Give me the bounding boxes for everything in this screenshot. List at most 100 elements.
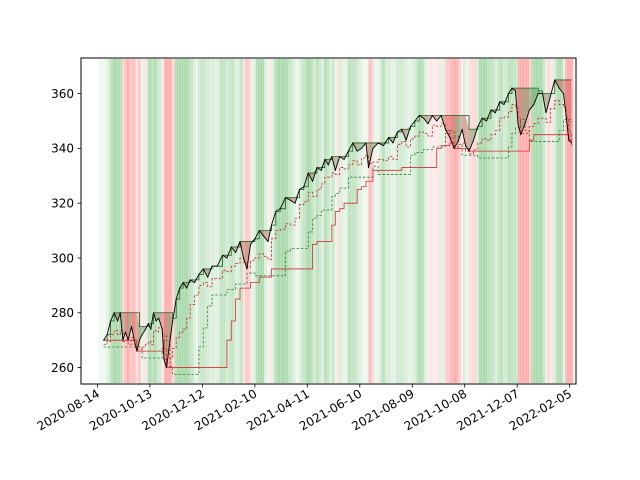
price-fill-segment: [139, 326, 143, 341]
signal-band-78: [302, 59, 306, 383]
signal-band-133: [447, 59, 451, 383]
signal-band-159: [515, 59, 519, 383]
signal-band-180: [570, 59, 574, 383]
signal-band-154: [502, 59, 506, 383]
price-point-52: [290, 199, 292, 201]
y-tick-label-1: 280: [51, 306, 74, 320]
signal-band-48: [224, 59, 228, 383]
signal-band-22: [156, 59, 160, 383]
price-point-95: [472, 139, 474, 141]
signal-band-140: [465, 59, 469, 383]
price-fill-segment: [462, 115, 466, 146]
price-point-10: [133, 339, 135, 341]
price-fill-segment: [243, 241, 248, 269]
signal-band-59: [253, 59, 257, 383]
signal-band-68: [276, 59, 280, 383]
signal-band-90: [334, 59, 338, 383]
y-tick-label-4: 340: [51, 142, 74, 156]
price-point-20: [161, 328, 163, 330]
price-point-104: [511, 87, 513, 89]
price-fill-segment: [163, 312, 167, 368]
signal-band-28: [171, 59, 175, 383]
price-fill-segment: [445, 115, 450, 138]
price-fill-segment: [538, 90, 543, 94]
price-point-27: [182, 282, 184, 284]
signal-band-77: [300, 59, 304, 383]
signal-band-130: [439, 59, 443, 383]
signal-band-168: [539, 59, 543, 383]
price-point-93: [465, 145, 467, 147]
signal-band-129: [436, 59, 440, 383]
signal-band-106: [376, 59, 380, 383]
signal-band-123: [421, 59, 425, 383]
signal-band-80: [308, 59, 312, 383]
signal-band-5: [111, 59, 115, 383]
signal-band-157: [510, 59, 514, 383]
price-point-80: [410, 125, 412, 127]
price-point-21: [163, 358, 165, 360]
price-fill-segment: [458, 115, 463, 141]
price-point-75: [388, 136, 390, 138]
price-point-62: [331, 156, 333, 158]
signal-band-50: [229, 59, 233, 383]
price-point-85: [431, 115, 433, 117]
signal-band-56: [245, 59, 249, 383]
signal-band-33: [184, 59, 188, 383]
signal-band-175: [557, 59, 561, 383]
price-point-55: [303, 186, 305, 188]
price-point-47: [267, 241, 269, 243]
price-fill-segment: [525, 88, 530, 124]
price-point-19: [158, 317, 160, 319]
y-axis: 260 280 300 320 340 360: [51, 87, 81, 375]
signal-band-120: [413, 59, 417, 383]
price-point-102: [503, 104, 505, 106]
signal-band-30: [177, 59, 181, 383]
signal-band-84: [318, 59, 322, 383]
price-point-108: [524, 123, 526, 125]
signal-band-13: [132, 59, 136, 383]
signal-band-27: [169, 59, 173, 383]
price-point-82: [418, 115, 420, 117]
signal-band-2: [103, 59, 107, 383]
signal-band-153: [499, 59, 503, 383]
signal-band-117: [405, 59, 409, 383]
price-point-106: [517, 123, 519, 125]
signal-band-103: [368, 59, 372, 383]
signal-band-161: [520, 59, 524, 383]
price-fill-segment: [568, 79, 572, 143]
signal-band-40: [203, 59, 207, 383]
price-point-77: [396, 131, 398, 133]
price-point-84: [427, 123, 429, 125]
price-point-29: [189, 279, 191, 281]
price-point-56: [307, 172, 309, 174]
price-fill-segment: [131, 312, 135, 341]
signal-band-101: [363, 59, 367, 383]
price-point-96: [477, 125, 479, 127]
price-point-111: [537, 93, 539, 95]
price-point-32: [202, 268, 204, 270]
signal-band-38: [198, 59, 202, 383]
price-fill-segment: [454, 115, 459, 149]
price-point-91: [458, 139, 460, 141]
signal-band-8: [119, 59, 123, 383]
signal-band-44: [213, 59, 217, 383]
signal-band-45: [216, 59, 220, 383]
price-point-105: [514, 90, 516, 92]
price-point-46: [263, 235, 265, 237]
price-point-28: [186, 287, 188, 289]
signal-band-97: [352, 59, 356, 383]
price-point-70: [365, 142, 367, 144]
signal-band-57: [247, 59, 251, 383]
signal-band-124: [423, 59, 427, 383]
price-point-115: [554, 79, 556, 81]
signal-band-89: [331, 59, 335, 383]
signal-band-121: [415, 59, 419, 383]
price-point-33: [207, 276, 209, 278]
signal-band-136: [455, 59, 459, 383]
price-point-35: [216, 265, 218, 267]
price-point-110: [533, 104, 535, 106]
signal-band-85: [321, 59, 325, 383]
signal-band-4: [108, 59, 112, 383]
price-point-60: [324, 158, 326, 160]
signal-band-102: [365, 59, 369, 383]
